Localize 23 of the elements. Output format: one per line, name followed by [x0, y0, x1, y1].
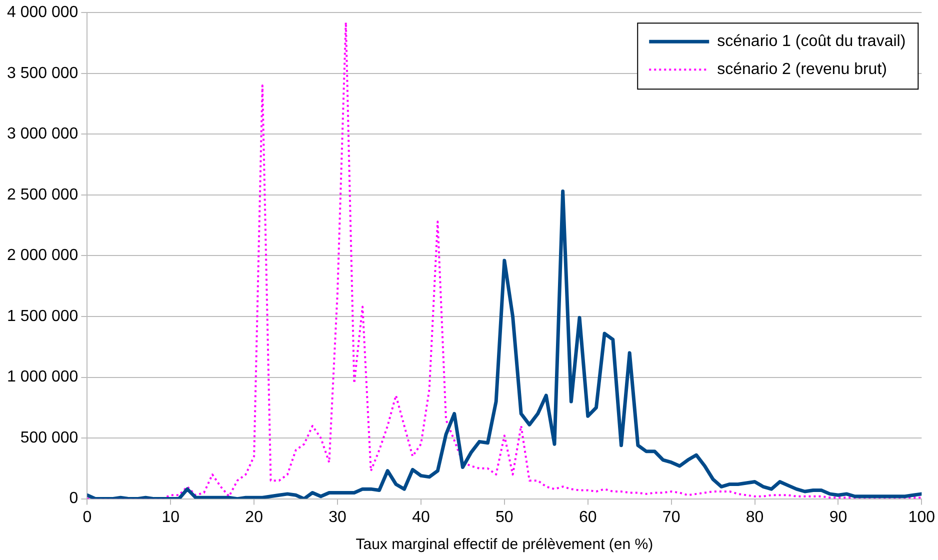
y-tick-label: 4 000 000	[6, 4, 78, 22]
x-tick-label: 100	[908, 508, 936, 526]
x-tick-label: 50	[496, 508, 514, 526]
legend-label: scénario 1 (coût du travail)	[717, 33, 906, 50]
x-tick-label: 70	[662, 508, 680, 526]
y-tick-label: 0	[69, 490, 78, 508]
x-tick-label: 80	[746, 508, 764, 526]
legend-label: scénario 2 (revenu brut)	[717, 61, 887, 78]
x-tick-label: 0	[82, 508, 92, 526]
y-tick-label: 2 000 000	[6, 247, 78, 264]
y-tick-label: 1 000 000	[6, 368, 78, 386]
y-tick-label: 3 500 000	[6, 64, 78, 82]
y-tick-label: 500 000	[20, 429, 78, 446]
y-tick-label: 3 000 000	[6, 126, 78, 143]
x-tick-label: 90	[829, 508, 848, 526]
y-tick-label: 2 500 000	[6, 186, 78, 204]
x-axis-title: Taux marginal effectif de prélèvement (en %)	[356, 536, 654, 554]
x-tick-label: 20	[245, 508, 264, 526]
y-tick-label: 1 500 000	[6, 308, 78, 325]
x-tick-label: 60	[578, 508, 597, 526]
x-tick-label: 10	[162, 508, 180, 526]
x-tick-label: 30	[328, 508, 347, 526]
x-tick-label: 40	[412, 508, 430, 526]
